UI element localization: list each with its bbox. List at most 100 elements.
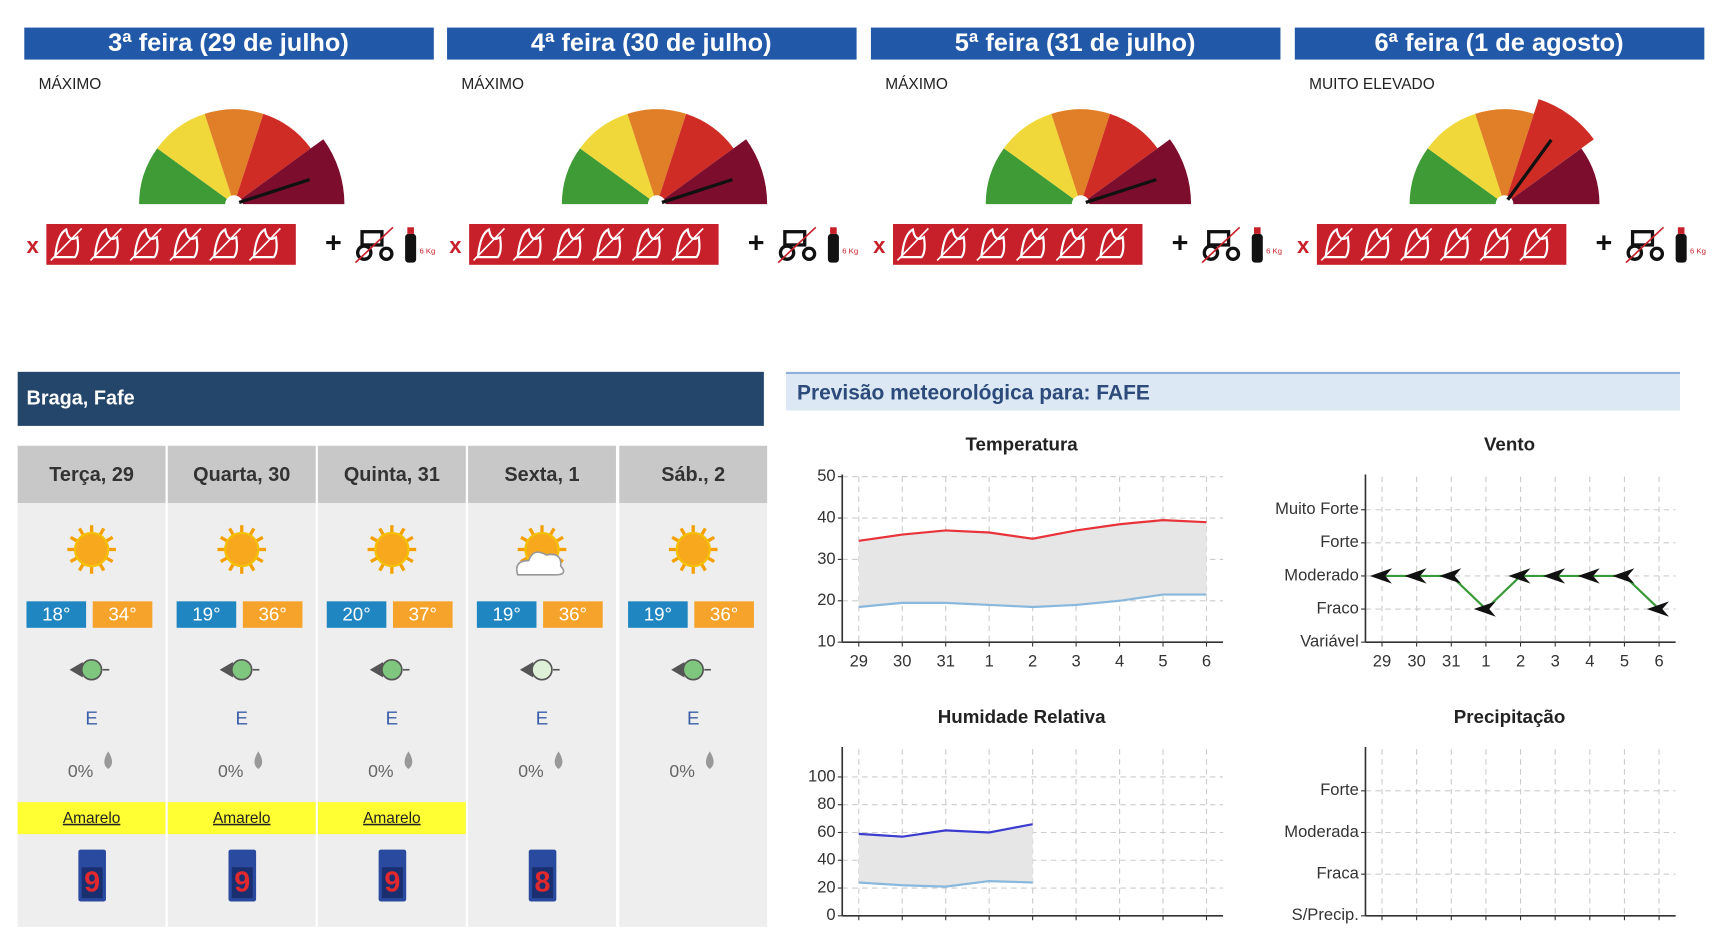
wind-direction: E	[235, 707, 248, 728]
sun-ray	[248, 527, 256, 536]
tractor-wheel	[1649, 246, 1665, 261]
sun-ray	[706, 556, 716, 564]
wind-arrow	[369, 662, 384, 678]
day-name: Sáb., 2	[661, 464, 725, 486]
sun-ray	[248, 562, 256, 572]
sun-ray	[98, 562, 106, 572]
x-tick-label: 30	[1407, 651, 1425, 670]
sun-ray	[255, 535, 264, 543]
min-temp: 19°	[192, 604, 220, 625]
gauge-segment	[1427, 113, 1502, 199]
max-temp: 37°	[409, 604, 437, 625]
precipitation: 0%	[518, 761, 544, 781]
icon-slash	[472, 227, 506, 261]
icon-slash	[1016, 227, 1049, 261]
x-tick-label: 30	[893, 651, 911, 670]
max-temp: 36°	[559, 604, 587, 625]
uv-badge-inner	[532, 867, 554, 899]
uv-index: 9	[384, 866, 400, 898]
icon-slash	[1095, 227, 1128, 261]
y-tick-label: 50	[817, 466, 835, 485]
drop-icon	[104, 751, 113, 770]
gauge-segment	[663, 139, 768, 205]
sun-icon	[73, 531, 110, 568]
extinguisher-icon	[1251, 233, 1263, 263]
day-name: Quinta, 31	[344, 464, 440, 486]
icon-slash	[976, 227, 1009, 261]
tractor-wheel	[379, 246, 394, 261]
y-tick-label: 10	[817, 632, 835, 651]
prohibited-icon	[516, 227, 542, 259]
extinguisher-label: 6 Kg	[1690, 247, 1706, 256]
sun-icon	[224, 531, 260, 568]
min-temp-box	[628, 601, 688, 628]
warning-link: Amarelo	[213, 810, 270, 827]
wind-icon	[531, 658, 553, 681]
uv-index: 9	[234, 866, 250, 898]
prohibited-icon	[940, 227, 966, 259]
x-tick-label: 5	[1158, 651, 1167, 670]
sun-ray	[398, 527, 406, 536]
sun-ray	[679, 562, 687, 572]
y-tick-label: 0	[826, 905, 835, 924]
gauge-segment	[561, 148, 650, 205]
location: Braga, Fafe	[26, 388, 134, 410]
uv-badge-inner	[381, 867, 403, 899]
warning-link: Amarelo	[363, 810, 420, 827]
x-tick-label: 31	[1442, 651, 1460, 670]
y-tick-label: 60	[817, 822, 835, 841]
wind-marker	[1543, 568, 1566, 584]
extinguisher-label: 6 Kg	[419, 247, 435, 256]
gauge-segment	[1507, 99, 1594, 199]
day-name: Sexta, 1	[504, 464, 579, 486]
icon-slash	[936, 227, 969, 261]
icon-slash	[512, 227, 545, 261]
wind-direction: E	[536, 707, 549, 728]
chart-title: Precipitação	[1454, 706, 1566, 727]
gauge-hub	[228, 198, 240, 210]
gauge-segment	[157, 113, 232, 199]
y-tick-label: Variável	[1300, 632, 1359, 651]
gauge-segment	[1511, 148, 1600, 205]
location-header	[17, 371, 764, 426]
y-tick-label: 100	[808, 766, 836, 785]
wind-marker	[1577, 568, 1600, 584]
gauge-segment	[1409, 148, 1498, 205]
plus: +	[748, 228, 765, 260]
prohibited-icon	[212, 227, 239, 259]
gauge-segment	[1475, 109, 1534, 196]
precipitation: 0%	[218, 761, 244, 781]
sun-ray	[378, 562, 386, 572]
sun-ray	[398, 562, 406, 572]
sun-ray	[671, 556, 680, 564]
risk-level: MUITO ELEVADO	[1309, 76, 1435, 93]
gauge-needle	[1503, 138, 1553, 206]
gauge-needle	[233, 177, 311, 206]
y-tick-label: Forte	[1320, 532, 1359, 551]
y-tick-label: S/Precip.	[1292, 905, 1359, 924]
risk-level: MÁXIMO	[885, 76, 948, 93]
day-header	[447, 27, 857, 60]
min-temp-box	[476, 601, 537, 628]
prohibited-icon	[1483, 227, 1509, 259]
prohibited-icon	[980, 227, 1006, 259]
x-tick-label: 6	[1202, 651, 1211, 670]
prohibited-mark: x	[449, 233, 462, 258]
gauge-segment	[1083, 113, 1158, 199]
x-tick-label: 5	[1620, 651, 1629, 670]
day-title: 4ª feira (30 de julho)	[531, 29, 772, 57]
gauge-segment	[985, 148, 1074, 205]
prohibited-mark: x	[26, 233, 39, 258]
extinguisher-icon	[1675, 233, 1687, 263]
prohibited-icon	[1364, 227, 1390, 259]
day-name: Terça, 29	[49, 464, 134, 486]
prohibited-mark: x	[873, 233, 886, 258]
sun-ray	[370, 556, 379, 564]
icon-slash	[1439, 227, 1473, 261]
prohibited-icon	[53, 227, 80, 259]
x-tick-label: 4	[1115, 651, 1124, 670]
x-tick-label: 31	[937, 651, 955, 670]
chart-title: Temperatura	[965, 434, 1078, 455]
y-tick-label: Moderada	[1284, 822, 1359, 841]
uv-index: 8	[535, 866, 551, 898]
